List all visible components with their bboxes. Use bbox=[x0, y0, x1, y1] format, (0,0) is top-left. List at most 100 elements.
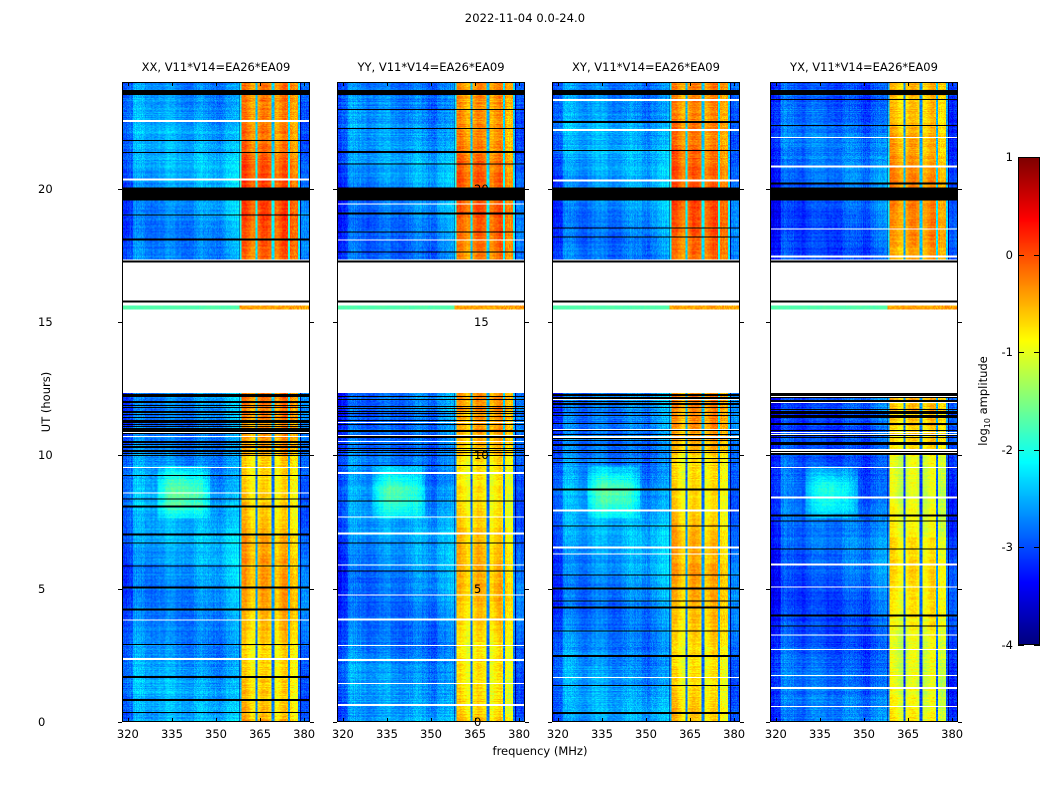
y-tick bbox=[740, 722, 744, 723]
y-tick bbox=[548, 588, 552, 590]
y-tick bbox=[333, 322, 337, 323]
x-tick bbox=[952, 718, 954, 722]
y-tick bbox=[548, 722, 552, 723]
waterfall-image-yx bbox=[771, 83, 957, 721]
y-tick bbox=[333, 188, 337, 190]
x-tick bbox=[908, 82, 910, 86]
x-tick bbox=[864, 82, 865, 86]
y-tick bbox=[118, 588, 122, 590]
y-tick bbox=[525, 588, 529, 590]
colorbar-tick-label: -1 bbox=[1001, 345, 1013, 360]
x-tick bbox=[386, 82, 388, 86]
y-tick-label: 5 bbox=[38, 581, 46, 596]
x-tick bbox=[819, 82, 821, 86]
x-tick bbox=[601, 82, 603, 86]
panel-title-xy: XY, V11*V14=EA26*EA09 bbox=[572, 60, 720, 74]
panel-title-xx: XX, V11*V14=EA26*EA09 bbox=[141, 60, 291, 74]
x-tick bbox=[557, 718, 559, 722]
x-tick bbox=[431, 718, 432, 722]
colorbar-tick bbox=[1018, 352, 1024, 354]
y-tick bbox=[118, 722, 122, 723]
y-tick bbox=[310, 188, 314, 190]
x-tick-label: 320 bbox=[331, 727, 354, 741]
colorbar-tick bbox=[1018, 254, 1024, 256]
x-tick-label: 365 bbox=[464, 727, 487, 741]
x-tick bbox=[519, 82, 521, 86]
y-tick bbox=[118, 322, 122, 323]
y-tick bbox=[525, 455, 529, 457]
x-tick bbox=[304, 718, 306, 722]
x-tick bbox=[734, 718, 736, 722]
x-tick bbox=[304, 82, 306, 86]
x-tick-label: 380 bbox=[723, 727, 746, 741]
y-tick bbox=[525, 322, 529, 323]
y-tick bbox=[118, 188, 122, 190]
panel-title-yy: YY, V11*V14=EA26*EA09 bbox=[357, 60, 505, 74]
y-tick-label: 5 bbox=[474, 581, 482, 596]
colorbar-tick bbox=[1018, 645, 1024, 646]
waterfall-image-xy bbox=[553, 83, 739, 721]
x-tick bbox=[601, 718, 603, 722]
colorbar-tick-label: 0 bbox=[1005, 247, 1013, 262]
colorbar-tick-label: -3 bbox=[1001, 540, 1013, 555]
x-tick bbox=[216, 82, 217, 86]
x-tick bbox=[386, 718, 388, 722]
y-tick-label: 10 bbox=[474, 448, 489, 463]
y-tick bbox=[310, 455, 314, 457]
figure-suptitle: 2022-11-04 0.0-24.0 bbox=[464, 11, 586, 25]
x-tick bbox=[127, 718, 129, 722]
x-tick bbox=[342, 82, 344, 86]
y-tick bbox=[958, 722, 962, 723]
y-tick bbox=[548, 322, 552, 323]
x-tick bbox=[260, 718, 262, 722]
x-tick bbox=[171, 718, 173, 722]
y-tick-label: 10 bbox=[38, 448, 53, 463]
x-tick bbox=[475, 82, 477, 86]
x-tick-label: 335 bbox=[590, 727, 613, 741]
colorbar-tick bbox=[1034, 254, 1040, 256]
y-tick bbox=[525, 722, 529, 723]
y-tick bbox=[766, 722, 770, 723]
x-tick bbox=[475, 718, 477, 722]
y-tick-label: 15 bbox=[38, 315, 53, 329]
y-tick bbox=[525, 188, 529, 190]
colorbar-tick bbox=[1034, 449, 1040, 451]
y-tick bbox=[740, 455, 744, 457]
y-tick bbox=[958, 455, 962, 457]
y-tick bbox=[766, 588, 770, 590]
y-tick-label: 0 bbox=[474, 715, 482, 729]
x-tick-label: 335 bbox=[160, 727, 183, 741]
colorbar-tick bbox=[1034, 157, 1040, 158]
spectrum-panel-xy[interactable] bbox=[552, 82, 740, 722]
x-tick bbox=[908, 718, 910, 722]
x-tick bbox=[519, 718, 521, 722]
y-tick bbox=[310, 722, 314, 723]
colorbar-tick bbox=[1018, 449, 1024, 451]
y-tick bbox=[766, 455, 770, 457]
x-tick bbox=[646, 718, 647, 722]
colorbar[interactable] bbox=[1018, 157, 1040, 645]
x-tick bbox=[819, 718, 821, 722]
x-tick-label: 365 bbox=[679, 727, 702, 741]
colorbar-tick-label: -2 bbox=[1001, 442, 1013, 457]
x-tick bbox=[557, 82, 559, 86]
colorbar-tick bbox=[1018, 157, 1024, 158]
spectrum-panel-yx[interactable] bbox=[770, 82, 958, 722]
y-tick bbox=[333, 455, 337, 457]
spectrum-panel-yy[interactable] bbox=[337, 82, 525, 722]
colorbar-tick bbox=[1034, 645, 1040, 646]
x-tick-label: 320 bbox=[116, 727, 139, 741]
x-tick-label: 350 bbox=[635, 727, 657, 741]
spectrum-panel-xx[interactable] bbox=[122, 82, 310, 722]
y-tick bbox=[958, 188, 962, 190]
x-tick-label: 320 bbox=[546, 727, 569, 741]
x-tick-label: 350 bbox=[420, 727, 442, 741]
y-tick-label: 20 bbox=[38, 181, 53, 196]
y-tick-label: 20 bbox=[474, 181, 489, 196]
x-tick bbox=[734, 82, 736, 86]
colorbar-tick bbox=[1034, 547, 1040, 549]
y-axis-label: UT (hours) bbox=[39, 371, 53, 433]
y-tick-label: 15 bbox=[474, 315, 489, 329]
x-tick-label: 350 bbox=[205, 727, 227, 741]
y-tick bbox=[548, 188, 552, 190]
